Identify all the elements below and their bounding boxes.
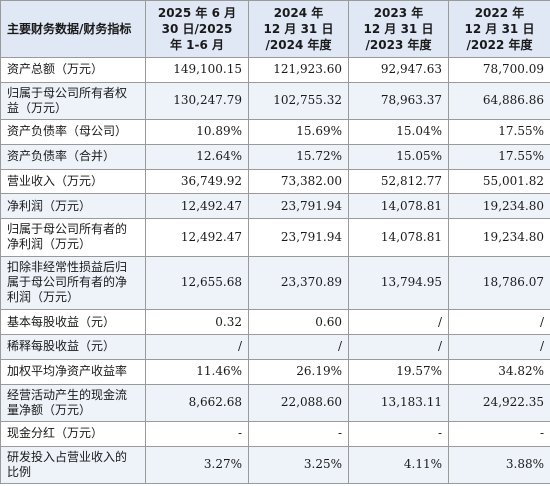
row-label: 经营活动产生的现金流 量净额（万元） (0, 383, 146, 422)
row-label: 研发投入占营业收入的 比例 (0, 445, 146, 485)
cell-value: 73,382.00 (248, 168, 349, 195)
row-label: 归属于母公司所有者权 益（万元） (0, 81, 146, 121)
row-label: 营业收入（万元） (0, 168, 146, 195)
table-row: 扣除非经常性损益后归 属于母公司所有者的净 利润（万元） 12,655.68 2… (0, 255, 550, 311)
cell-value: 19,234.80 (448, 218, 550, 257)
cell-value: / (145, 334, 249, 360)
cell-value: 12,492.47 (145, 193, 249, 220)
cell-value: 23,791.94 (248, 193, 349, 220)
cell-value: 19.57% (348, 358, 449, 385)
cell-value: 26.19% (248, 358, 349, 385)
cell-value: 34.82% (448, 358, 550, 385)
cell-value: 0.32 (145, 309, 249, 336)
cell-value: 13,794.95 (348, 255, 449, 311)
table-row: 净利润（万元） 12,492.47 23,791.94 14,078.81 19… (0, 193, 550, 220)
table-row: 基本每股收益（元） 0.32 0.60 / / (0, 309, 550, 336)
table-row: 归属于母公司所有者权 益（万元） 130,247.79 102,755.32 7… (0, 81, 550, 121)
header-indicator: 主要财务数据/财务指标 (0, 0, 146, 58)
cell-value: - (348, 420, 449, 447)
cell-value: 3.25% (248, 445, 349, 485)
cell-value: 121,923.60 (248, 57, 349, 83)
cell-value: / (448, 334, 550, 360)
header-period-2023: 2023 年 12 月 31 日 /2023 年度 (348, 0, 449, 58)
table-row: 经营活动产生的现金流 量净额（万元） 8,662.68 22,088.60 13… (0, 383, 550, 422)
cell-value: 10.89% (145, 119, 249, 145)
table-row: 资产负债率（母公司） 10.89% 15.69% 15.04% 17.55% (0, 119, 550, 145)
row-label: 基本每股收益（元） (0, 309, 146, 336)
cell-value: 12,655.68 (145, 255, 249, 311)
cell-value: 13,183.11 (348, 383, 449, 422)
table-row: 加权平均净资产收益率 11.46% 26.19% 19.57% 34.82% (0, 358, 550, 385)
row-label: 加权平均净资产收益率 (0, 358, 146, 385)
cell-value: 52,812.77 (348, 168, 449, 195)
cell-value: 149,100.15 (145, 57, 249, 83)
cell-value: 78,700.09 (448, 57, 550, 83)
cell-value: 15.05% (348, 143, 449, 170)
cell-value: / (448, 309, 550, 336)
table-header-row: 主要财务数据/财务指标 2025 年 6 月 30 日/2025 年 1-6 月… (0, 0, 550, 58)
cell-value: 4.11% (348, 445, 449, 485)
table-row: 资产负债率（合并） 12.64% 15.72% 15.05% 17.55% (0, 143, 550, 170)
cell-value: 14,078.81 (348, 218, 449, 257)
cell-value: - (145, 420, 249, 447)
cell-value: / (248, 334, 349, 360)
cell-value: 12,492.47 (145, 218, 249, 257)
cell-value: / (348, 334, 449, 360)
header-period-2025h1: 2025 年 6 月 30 日/2025 年 1-6 月 (145, 0, 249, 58)
cell-value: 64,886.86 (448, 81, 550, 121)
header-period-2022: 2022 年 12 月 31 日 /2022 年度 (448, 0, 550, 58)
cell-value: 23,791.94 (248, 218, 349, 257)
table-row: 资产总额（万元） 149,100.15 121,923.60 92,947.63… (0, 57, 550, 83)
cell-value: 18,786.07 (448, 255, 550, 311)
cell-value: - (248, 420, 349, 447)
table-row: 现金分红（万元） - - - - (0, 420, 550, 447)
row-label: 资产总额（万元） (0, 57, 146, 83)
cell-value: 102,755.32 (248, 81, 349, 121)
cell-value: 3.88% (448, 445, 550, 485)
table-row: 营业收入（万元） 36,749.92 73,382.00 52,812.77 5… (0, 168, 550, 195)
table-row: 研发投入占营业收入的 比例 3.27% 3.25% 4.11% 3.88% (0, 445, 550, 485)
cell-value: 15.72% (248, 143, 349, 170)
cell-value: 12.64% (145, 143, 249, 170)
cell-value: 92,947.63 (348, 57, 449, 83)
row-label: 归属于母公司所有者的 净利润（万元） (0, 218, 146, 257)
cell-value: 17.55% (448, 119, 550, 145)
cell-value: 3.27% (145, 445, 249, 485)
row-label: 资产负债率（合并） (0, 143, 146, 170)
cell-value: 15.69% (248, 119, 349, 145)
cell-value: 23,370.89 (248, 255, 349, 311)
row-label: 资产负债率（母公司） (0, 119, 146, 145)
cell-value: 8,662.68 (145, 383, 249, 422)
cell-value: 36,749.92 (145, 168, 249, 195)
cell-value: 11.46% (145, 358, 249, 385)
header-period-2024: 2024 年 12 月 31 日 /2024 年度 (248, 0, 349, 58)
cell-value: 17.55% (448, 143, 550, 170)
cell-value: 130,247.79 (145, 81, 249, 121)
cell-value: - (448, 420, 550, 447)
row-label: 稀释每股收益（元） (0, 334, 146, 360)
table-row: 归属于母公司所有者的 净利润（万元） 12,492.47 23,791.94 1… (0, 218, 550, 257)
cell-value: 19,234.80 (448, 193, 550, 220)
table-row: 稀释每股收益（元） / / / / (0, 334, 550, 360)
row-label: 扣除非经常性损益后归 属于母公司所有者的净 利润（万元） (0, 255, 146, 311)
cell-value: 22,088.60 (248, 383, 349, 422)
cell-value: 14,078.81 (348, 193, 449, 220)
row-label: 净利润（万元） (0, 193, 146, 220)
cell-value: 24,922.35 (448, 383, 550, 422)
cell-value: 0.60 (248, 309, 349, 336)
cell-value: 55,001.82 (448, 168, 550, 195)
row-label: 现金分红（万元） (0, 420, 146, 447)
cell-value: / (348, 309, 449, 336)
cell-value: 78,963.37 (348, 81, 449, 121)
cell-value: 15.04% (348, 119, 449, 145)
